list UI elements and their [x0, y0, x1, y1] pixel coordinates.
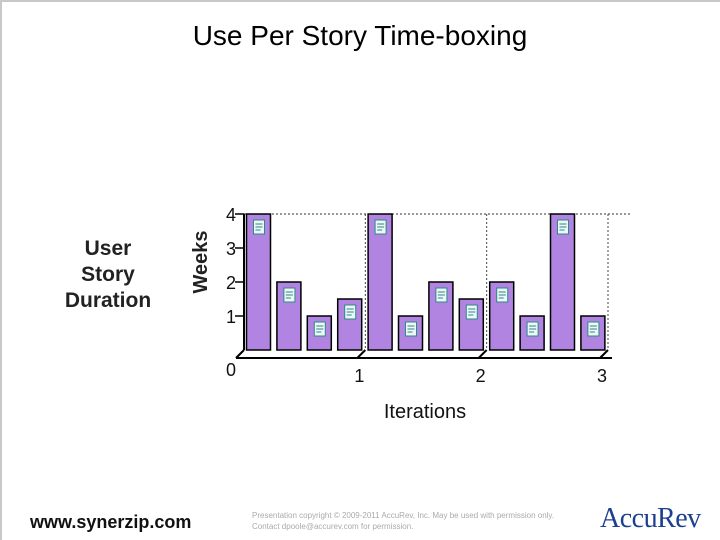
x-tick — [599, 349, 609, 359]
side-label: User Story Duration — [48, 236, 168, 314]
footer-copyright: Presentation copyright © 2009-2011 AccuR… — [252, 511, 555, 531]
x-axis-origin-tick — [235, 349, 245, 359]
slide-frame-top — [0, 0, 720, 2]
y-tick-label: 1 — [226, 307, 236, 327]
x-axis-label: Iterations — [384, 401, 466, 423]
side-label-line: Duration — [64, 289, 152, 312]
y-tick-label: 2 — [226, 273, 236, 293]
accurev-logo: AccuRev — [600, 503, 701, 534]
y-axis-label: Weeks — [190, 230, 212, 293]
bar — [245, 213, 272, 351]
y-tick-label: 3 — [226, 239, 236, 259]
y-tick-label: 0 — [226, 360, 236, 380]
footer-url[interactable]: www.synerzip.com — [30, 512, 192, 532]
chart-plot-area: 0 1 2 3 4 1 2 3 — [226, 205, 630, 386]
slide-frame-left — [0, 0, 2, 540]
x-tick — [356, 349, 367, 359]
bar — [367, 213, 393, 351]
side-label-line: Story — [81, 263, 135, 286]
x-tick-label: 3 — [597, 366, 607, 386]
side-label-line: User — [84, 237, 132, 260]
x-tick-label: 2 — [476, 366, 486, 386]
y-tick-label: 4 — [226, 205, 236, 225]
x-tick-label: 1 — [354, 366, 364, 386]
bar — [549, 213, 576, 351]
x-tick — [477, 349, 488, 359]
page-title: Use Per Story Time-boxing — [192, 20, 528, 51]
